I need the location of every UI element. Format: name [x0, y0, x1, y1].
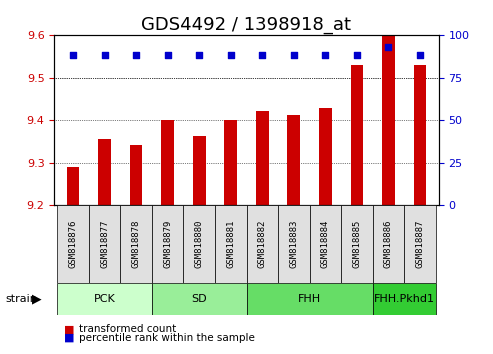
Text: ▶: ▶: [32, 293, 42, 306]
Text: transformed count: transformed count: [79, 324, 176, 334]
Text: GSM818882: GSM818882: [258, 220, 267, 268]
FancyBboxPatch shape: [404, 205, 436, 283]
Bar: [382, 35, 394, 205]
Bar: [256, 111, 269, 205]
Point: [258, 52, 266, 58]
FancyBboxPatch shape: [152, 205, 183, 283]
Bar: [99, 139, 111, 205]
FancyBboxPatch shape: [183, 205, 215, 283]
Text: FHH: FHH: [298, 294, 321, 304]
Point: [290, 52, 298, 58]
FancyBboxPatch shape: [373, 205, 404, 283]
Bar: [224, 120, 237, 205]
Bar: [287, 115, 300, 205]
Point: [132, 52, 140, 58]
Text: GSM818876: GSM818876: [69, 220, 77, 268]
Text: GSM818881: GSM818881: [226, 220, 235, 268]
FancyBboxPatch shape: [246, 283, 373, 315]
Text: GSM818885: GSM818885: [352, 220, 361, 268]
Point: [353, 52, 361, 58]
Point: [101, 52, 108, 58]
Bar: [414, 65, 426, 205]
Bar: [319, 108, 332, 205]
FancyBboxPatch shape: [278, 205, 310, 283]
Text: GSM818877: GSM818877: [100, 220, 109, 268]
Bar: [193, 136, 206, 205]
Text: ■: ■: [64, 324, 74, 334]
Bar: [351, 65, 363, 205]
Text: strain: strain: [5, 294, 37, 304]
Point: [416, 52, 424, 58]
Bar: [130, 144, 142, 205]
Point: [195, 52, 203, 58]
Text: GSM818879: GSM818879: [163, 220, 172, 268]
Text: GSM818878: GSM818878: [132, 220, 141, 268]
Text: ■: ■: [64, 333, 74, 343]
Text: PCK: PCK: [94, 294, 115, 304]
Text: GSM818884: GSM818884: [321, 220, 330, 268]
Text: GSM818886: GSM818886: [384, 220, 393, 268]
Point: [321, 52, 329, 58]
FancyBboxPatch shape: [57, 205, 89, 283]
Text: SD: SD: [191, 294, 207, 304]
Text: FHH.Pkhd1: FHH.Pkhd1: [374, 294, 435, 304]
Point: [69, 52, 77, 58]
Text: GSM818880: GSM818880: [195, 220, 204, 268]
Point: [385, 45, 392, 50]
FancyBboxPatch shape: [373, 283, 436, 315]
FancyBboxPatch shape: [246, 205, 278, 283]
FancyBboxPatch shape: [152, 283, 246, 315]
Point: [164, 52, 172, 58]
Text: percentile rank within the sample: percentile rank within the sample: [79, 333, 255, 343]
Text: GSM818883: GSM818883: [289, 220, 298, 268]
FancyBboxPatch shape: [341, 205, 373, 283]
FancyBboxPatch shape: [57, 283, 152, 315]
Text: GSM818887: GSM818887: [416, 220, 424, 268]
Title: GDS4492 / 1398918_at: GDS4492 / 1398918_at: [141, 16, 352, 34]
Point: [227, 52, 235, 58]
Bar: [67, 167, 79, 205]
FancyBboxPatch shape: [89, 205, 120, 283]
FancyBboxPatch shape: [120, 205, 152, 283]
Bar: [161, 120, 174, 205]
FancyBboxPatch shape: [215, 205, 246, 283]
FancyBboxPatch shape: [310, 205, 341, 283]
